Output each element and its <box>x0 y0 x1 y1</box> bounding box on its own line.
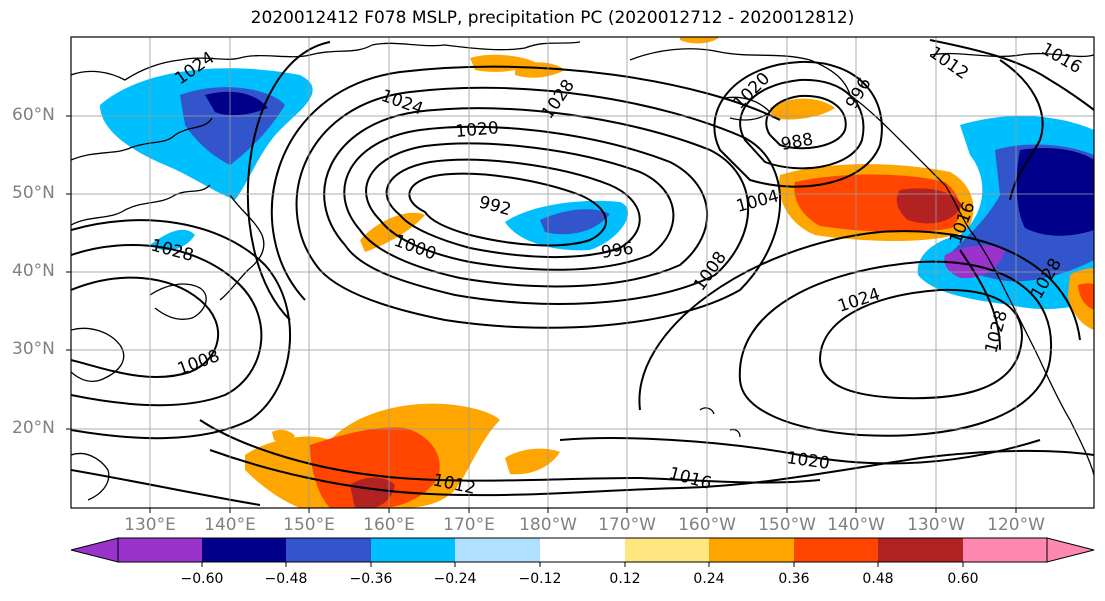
colorbar-bin <box>963 538 1047 562</box>
colorbar-bin <box>625 538 709 562</box>
map-area: 1024 1020 1028 988 1000 992 996 1004 100… <box>71 37 1094 508</box>
colorbar-bin <box>286 538 371 562</box>
precip-anomaly-fills <box>100 37 1094 508</box>
colorbar-bin <box>709 538 794 562</box>
lon-label: 130°E <box>124 515 176 535</box>
colorbar-bin <box>118 538 202 562</box>
colorbar-tick-label: −0.36 <box>349 571 393 587</box>
lat-label-40n: 40°N <box>12 261 55 281</box>
map-title: 2020012412 F078 MSLP, precipitation PC (… <box>250 8 855 28</box>
lon-label: 180°W <box>519 515 577 535</box>
colorbar-tick-label: −0.24 <box>433 571 477 587</box>
colorbar-tick-label: −0.60 <box>180 571 224 587</box>
isobar-label: 996 <box>600 239 635 263</box>
colorbar-bin <box>202 538 286 562</box>
colorbar <box>70 537 1095 567</box>
lat-label-30n: 30°N <box>12 339 55 359</box>
lat-label-50n: 50°N <box>12 183 55 203</box>
colorbar-under-triangle <box>70 537 119 563</box>
colorbar-tick-label: 0.36 <box>778 571 810 587</box>
lon-label: 150°E <box>283 515 335 535</box>
lat-label-20n: 20°N <box>12 418 55 438</box>
lon-label: 140°E <box>204 515 256 535</box>
colorbar-tick-label: 0.48 <box>862 571 894 587</box>
graticule <box>71 37 1094 508</box>
lat-label-60n: 60°N <box>12 105 55 125</box>
lon-label: 170°E <box>443 515 495 535</box>
lon-label: 170°W <box>598 515 656 535</box>
axis-ticks <box>66 115 1017 513</box>
colorbar-bin <box>540 538 625 562</box>
colorbar-tick-label: 0.24 <box>693 571 725 587</box>
colorbar-bin <box>878 538 963 562</box>
colorbar-over-triangle <box>1046 537 1095 563</box>
colorbar-bin <box>794 538 878 562</box>
colorbar-tick-label: −0.12 <box>518 571 562 587</box>
lon-label: 160°W <box>678 515 736 535</box>
lon-label: 140°W <box>827 515 885 535</box>
colorbar-tick-label: 0.60 <box>947 571 979 587</box>
colorbar-bin <box>371 538 455 562</box>
colorbar-tick-label: −0.48 <box>264 571 308 587</box>
isobar-label: 1020 <box>455 118 500 142</box>
colorbar-tick-label: 0.12 <box>609 571 641 587</box>
lon-label: 150°W <box>758 515 816 535</box>
lon-label: 130°W <box>907 515 965 535</box>
lon-label: 160°E <box>363 515 415 535</box>
colorbar-bin <box>455 538 540 562</box>
lon-label: 120°W <box>987 515 1045 535</box>
